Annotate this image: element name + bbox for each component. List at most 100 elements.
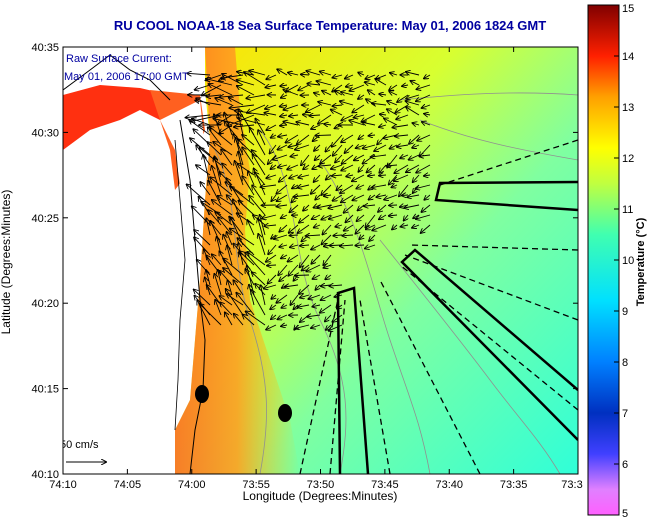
current-vector [202,84,222,95]
current-vector [389,91,398,95]
current-vector [394,164,409,173]
current-vector [349,84,365,91]
current-vector [363,144,376,148]
current-vector [235,111,266,116]
current-vector [271,295,276,299]
current-vector [218,114,233,124]
colorbar-tick-label: 8 [622,357,628,369]
inset-label-line1: Raw Surface Current: [66,53,172,65]
colorbar-tick-label: 15 [622,3,634,15]
current-vector [312,214,321,219]
current-vector [332,75,343,78]
current-vector [223,268,244,286]
current-vector [306,264,321,271]
current-vector [200,182,211,196]
current-vector [354,115,365,118]
current-vector [281,215,288,218]
current-vector [335,154,343,162]
x-tick-label: 74:10 [49,479,77,491]
current-vector [236,293,255,316]
current-vector [394,174,409,181]
current-vector [315,135,332,136]
surface-current-vectors [186,69,431,331]
current-vector [346,175,354,177]
current-vector [344,224,354,231]
current-vector [290,235,299,236]
current-vector [424,175,431,176]
current-vector [405,101,420,106]
current-vector [330,245,343,246]
current-vector [419,155,431,156]
current-vector [285,134,299,143]
current-vector [276,184,288,194]
current-vector [301,154,310,165]
current-vector [279,224,288,232]
current-vector [289,204,299,212]
current-vector [311,254,321,264]
current-vector [238,118,266,126]
current-vector [245,253,266,276]
y-tick-label: 40:25 [31,213,59,225]
current-vector [325,314,332,321]
current-vector [289,175,299,178]
current-vector [309,115,321,116]
current-vector [268,274,277,284]
current-vector [389,84,398,90]
current-vector [252,150,266,166]
current-vector [266,254,277,262]
current-vector [379,215,387,219]
current-vector [285,285,299,287]
current-vector [372,185,387,188]
current-vector [278,135,288,137]
current-vector [371,155,387,157]
current-vector [345,214,354,222]
current-vector [365,74,376,79]
current-vector [368,175,376,176]
current-vector [421,224,431,233]
current-vector [358,135,365,139]
current-vector [274,234,288,239]
current-vector [264,225,277,226]
current-vector [242,147,255,166]
current-vector [271,135,277,138]
current-vector [424,75,431,79]
x-tick-label: 73:40 [435,479,463,491]
current-vector [389,215,398,216]
current-vector [297,134,310,144]
current-vector [341,92,354,95]
current-vector [267,265,277,266]
current-vector [314,144,321,151]
current-vector [321,234,332,244]
current-vector [422,105,431,108]
map-title: RU COOL NOAA-18 Sea Surface Temperature:… [114,18,546,33]
current-vector [271,194,277,201]
current-vector [335,225,343,227]
current-vector [242,135,255,146]
current-vector [359,235,364,239]
current-vector [299,284,310,294]
current-vector [400,225,409,227]
current-vector [298,224,310,233]
current-vector [229,104,255,108]
x-tick-label: 73:35 [500,479,528,491]
current-vector [345,75,354,79]
current-vector [379,94,387,95]
current-vector [422,122,431,125]
current-vector [290,294,299,305]
current-vector [290,245,299,247]
station-marker [278,404,292,422]
current-vector [250,128,266,156]
current-vector [396,114,409,119]
current-vector [230,187,255,206]
current-vector [316,81,332,86]
current-vector [372,103,387,105]
current-vector [258,218,266,246]
x-tick-label: 73:50 [307,479,335,491]
current-vector [406,94,420,99]
current-vector [322,224,332,234]
current-vector [210,177,233,196]
current-vector [277,205,288,207]
current-vector [328,204,343,208]
current-vector [215,212,233,226]
current-vector [206,218,211,236]
